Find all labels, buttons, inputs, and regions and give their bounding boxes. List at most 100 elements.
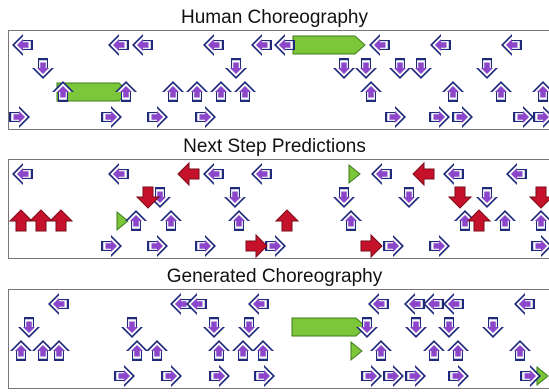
down-arrow-icon: [18, 317, 40, 338]
up-arrow-icon: [210, 81, 232, 102]
panel-title-generated: Generated Choreography: [166, 266, 383, 287]
down-arrow-icon: [121, 317, 143, 338]
prediction-arrow-icon: [447, 186, 473, 209]
down-arrow-icon: [149, 187, 171, 208]
left-arrow-icon: [514, 293, 535, 315]
left-arrow-icon: [132, 34, 153, 56]
up-arrow-icon: [52, 81, 74, 102]
hold-bar-icon: [116, 210, 129, 232]
left-arrow-icon: [48, 293, 69, 315]
up-arrow-icon: [10, 340, 32, 361]
generated-notes: [10, 293, 549, 387]
right-arrow-icon: [147, 106, 168, 128]
up-arrow-icon: [360, 81, 382, 102]
down-arrow-icon: [32, 58, 54, 79]
prediction-arrow-icon: [466, 209, 492, 232]
down-arrow-icon: [438, 317, 460, 338]
down-arrow-icon: [476, 58, 498, 79]
left-arrow-icon: [12, 34, 33, 56]
left-arrow-icon: [501, 34, 522, 56]
left-arrow-icon: [186, 293, 207, 315]
hold-bar-icon: [292, 35, 366, 55]
right-arrow-icon: [405, 365, 426, 387]
prediction-arrow-icon: [177, 161, 200, 187]
up-arrow-icon: [234, 81, 256, 102]
down-arrow-icon: [225, 58, 247, 79]
right-arrow-icon: [147, 235, 168, 257]
prediction-arrow-icon: [412, 161, 435, 187]
down-arrow-icon: [410, 58, 432, 79]
right-arrow-icon: [385, 106, 406, 128]
up-arrow-icon: [340, 210, 362, 231]
up-arrow-icon: [530, 210, 549, 231]
left-arrow-icon: [108, 163, 129, 185]
down-arrow-icon: [355, 58, 377, 79]
prediction-arrow-icon: [9, 209, 34, 232]
up-arrow-icon: [252, 340, 274, 361]
right-arrow-icon: [9, 106, 30, 128]
prediction-arrow-icon: [28, 209, 54, 232]
right-arrow-icon: [533, 106, 549, 128]
right-arrow-icon: [195, 235, 216, 257]
hold-bar-icon: [350, 340, 363, 362]
right-arrow-icon: [101, 235, 122, 257]
left-arrow-icon: [170, 293, 191, 315]
left-arrow-icon: [203, 163, 224, 185]
up-arrow-icon: [146, 340, 168, 361]
panel-title-human: Human Choreography: [181, 7, 368, 28]
up-arrow-icon: [160, 210, 182, 231]
left-arrow-icon: [368, 293, 389, 315]
right-arrow-icon: [429, 235, 450, 257]
up-arrow-icon: [532, 81, 549, 102]
right-arrow-icon: [114, 365, 135, 387]
left-arrow-icon: [443, 163, 464, 185]
right-arrow-icon: [265, 235, 286, 257]
left-arrow-icon: [369, 34, 390, 56]
up-arrow-icon: [442, 81, 464, 102]
right-arrow-icon: [383, 365, 404, 387]
right-arrow-icon: [513, 106, 534, 128]
human-notes: [9, 34, 549, 128]
down-arrow-icon: [333, 58, 355, 79]
right-arrow-icon: [195, 106, 216, 128]
down-arrow-icon: [203, 317, 225, 338]
left-arrow-icon: [274, 34, 295, 56]
panel-title-predictions: Next Step Predictions: [183, 136, 366, 157]
up-arrow-icon: [370, 340, 392, 361]
up-arrow-icon: [162, 81, 184, 102]
up-arrow-icon: [48, 340, 70, 361]
down-arrow-icon: [224, 187, 246, 208]
up-arrow-icon: [447, 340, 469, 361]
left-arrow-icon: [251, 163, 272, 185]
right-arrow-icon: [520, 365, 541, 387]
strip-generated: [8, 289, 549, 389]
left-arrow-icon: [404, 293, 425, 315]
left-arrow-icon: [108, 34, 129, 56]
down-arrow-icon: [389, 58, 411, 79]
prediction-arrow-icon: [245, 233, 268, 258]
up-arrow-icon: [232, 340, 254, 361]
hold-bar-icon: [348, 163, 361, 185]
up-arrow-icon: [126, 340, 148, 361]
up-arrow-icon: [186, 81, 208, 102]
left-arrow-icon: [12, 163, 33, 185]
right-arrow-icon: [361, 365, 382, 387]
down-arrow-icon: [398, 187, 420, 208]
strip-predictions: [8, 159, 549, 259]
up-arrow-icon: [454, 210, 476, 231]
left-arrow-icon: [506, 163, 527, 185]
right-arrow-icon: [531, 235, 549, 257]
hold-bar-icon: [291, 317, 367, 337]
prediction-arrow-icon: [274, 209, 300, 232]
down-arrow-icon: [238, 317, 260, 338]
right-arrow-icon: [448, 365, 469, 387]
right-arrow-icon: [101, 106, 122, 128]
right-arrow-icon: [209, 365, 230, 387]
prediction-arrow-icon: [528, 186, 549, 209]
left-arrow-icon: [443, 293, 464, 315]
prediction-arrow-icon: [135, 186, 161, 209]
down-arrow-icon: [356, 317, 378, 338]
up-arrow-icon: [490, 81, 512, 102]
up-arrow-icon: [423, 340, 445, 361]
right-arrow-icon: [383, 235, 404, 257]
